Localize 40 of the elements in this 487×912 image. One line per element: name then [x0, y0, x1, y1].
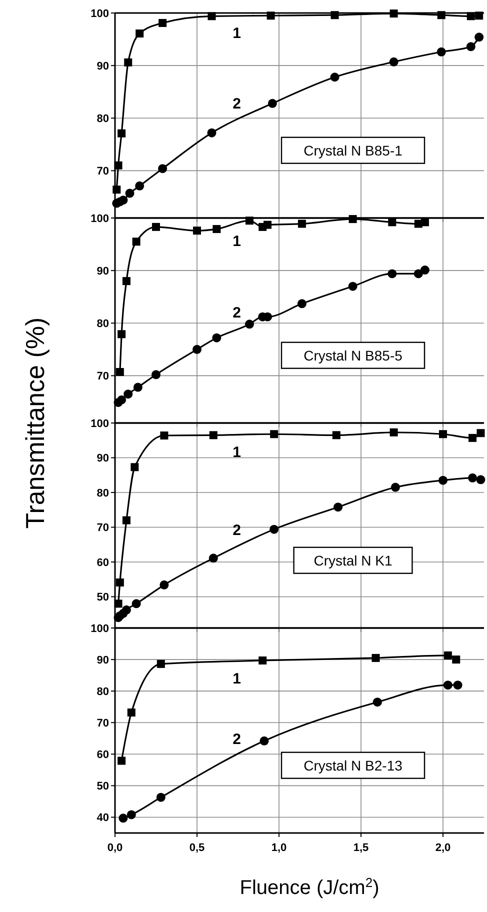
x-tick-label: 2,0: [435, 842, 451, 854]
series-label: 1: [232, 670, 241, 688]
y-tick-label: 50: [96, 592, 109, 604]
y-tick-label: 100: [90, 212, 109, 225]
y-tick-label: 60: [96, 556, 109, 569]
y-tick-label: 100: [90, 418, 109, 430]
y-tick-label: 50: [96, 780, 109, 793]
series-label: 1: [232, 232, 241, 250]
series-label: 2: [232, 730, 241, 748]
annotation: Crystal N K1: [314, 552, 392, 568]
y-tick-label: 70: [96, 717, 109, 730]
x-tick-label: 0,0: [107, 842, 123, 854]
y-tick-label: 70: [96, 370, 109, 383]
y-tick-label: 100: [90, 8, 109, 20]
y-tick-label: 60: [96, 749, 109, 762]
y-tick-label: 80: [96, 686, 109, 698]
annotation: Crystal N B2-13: [304, 757, 403, 774]
series-label: 2: [232, 304, 241, 322]
x-tick-label: 1,5: [353, 842, 369, 854]
annotation: Crystal N B85-1: [304, 142, 403, 158]
y-tick-label: 90: [96, 265, 109, 278]
y-tick-label: 90: [96, 654, 109, 666]
y-axis-title: Transmittance (%): [20, 317, 50, 529]
y-tick-label: 70: [96, 522, 109, 534]
series-label: 2: [232, 96, 241, 113]
y-tick-label: 90: [96, 452, 109, 465]
annotation: Crystal N B85-5: [304, 347, 403, 364]
y-tick-label: 80: [96, 318, 109, 330]
y-tick-label: 80: [96, 112, 109, 125]
series-label: 2: [232, 522, 241, 540]
x-tick-label: 0,5: [189, 842, 205, 854]
x-axis-title: Fluence (J/cm$^{2}$): [240, 874, 380, 899]
y-tick-label: 70: [96, 166, 109, 178]
series-label: 1: [232, 24, 241, 42]
y-tick-label: 40: [96, 812, 109, 824]
y-tick-label: 90: [96, 60, 109, 72]
series-label: 1: [232, 444, 241, 461]
x-tick-label: 1,0: [271, 842, 287, 854]
y-tick-label: 100: [90, 622, 109, 635]
y-tick-label: 80: [96, 487, 109, 500]
